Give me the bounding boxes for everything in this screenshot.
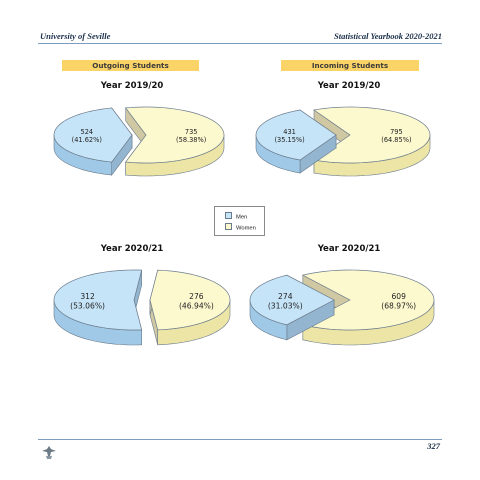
slice-men-top [249,274,335,326]
slice-percent-label: (58.38%) [176,136,206,144]
slice-men-top [255,109,337,161]
pie-chart-1: 524(41.62%)735(58.38%) [53,106,225,177]
slice-value-label: 274 [278,292,293,301]
chart-title-1: Year 2019/20 [100,81,164,91]
slice-percent-label: (68.97%) [381,302,416,311]
pie-slice-women: 735(58.38%) [125,106,225,177]
slice-women-top [149,269,231,331]
pie-slice-men: 274(31.03%) [249,274,335,341]
slice-women-top [301,269,435,331]
university-logo-icon [42,446,56,459]
pie-chart-3: 312(53.06%)276(46.94%) [53,269,231,346]
slice-percent-label: (46.94%) [179,302,214,311]
slice-percent-label: (53.06%) [70,302,105,311]
chart-title-3: Year 2020/21 [100,244,164,254]
slice-value-label: 431 [283,128,296,136]
pie-chart-2: 795(64.85%)431(35.15%) [255,106,431,177]
header-university: University of Seville [40,31,111,41]
slice-women-top [313,106,431,164]
slice-value-label: 276 [189,292,204,301]
legend-swatch-men [225,212,232,219]
slice-value-label: 524 [81,128,94,136]
slice-percent-label: (31.03%) [268,302,303,311]
legend-label-men: Men [236,214,248,221]
slice-percent-label: (35.15%) [274,136,304,144]
header-divider [38,43,442,44]
pie-slice-men: 524(41.62%) [53,107,133,176]
page-number: 327 [427,441,440,451]
slice-value-label: 312 [80,292,95,301]
slice-percent-label: (41.62%) [72,136,102,144]
slice-value-label: 735 [185,128,198,136]
legend-swatch-women [225,223,232,230]
slice-value-label: 609 [391,292,406,301]
pie-slice-men: 431(35.15%) [255,109,337,174]
chart-legend: Men Women [214,206,265,236]
pie-slice-men: 312(53.06%) [53,269,143,346]
legend-label-women: Women [236,225,256,232]
chart-title-2: Year 2019/20 [317,81,381,91]
slice-men-top [53,107,133,163]
slice-men-top [53,269,143,331]
pie-slice-women: 795(64.85%) [313,106,431,177]
slice-percent-label: (64.85%) [381,136,411,144]
slice-value-label: 795 [390,128,403,136]
pie-slice-women: 276(46.94%) [149,269,231,346]
footer-divider [38,439,442,440]
header-yearbook: Statistical Yearbook 2020-2021 [334,31,442,41]
legend-item-men: Men [225,212,248,221]
pie-chart-4: 609(68.97%)274(31.03%) [249,269,435,346]
section-title-outgoing: Outgoing Students [62,60,199,71]
slice-women-top [125,106,225,164]
section-title-incoming: Incoming Students [281,60,419,71]
pie-slice-women: 609(68.97%) [301,269,435,346]
legend-item-women: Women [225,223,256,232]
chart-title-4: Year 2020/21 [317,244,381,254]
